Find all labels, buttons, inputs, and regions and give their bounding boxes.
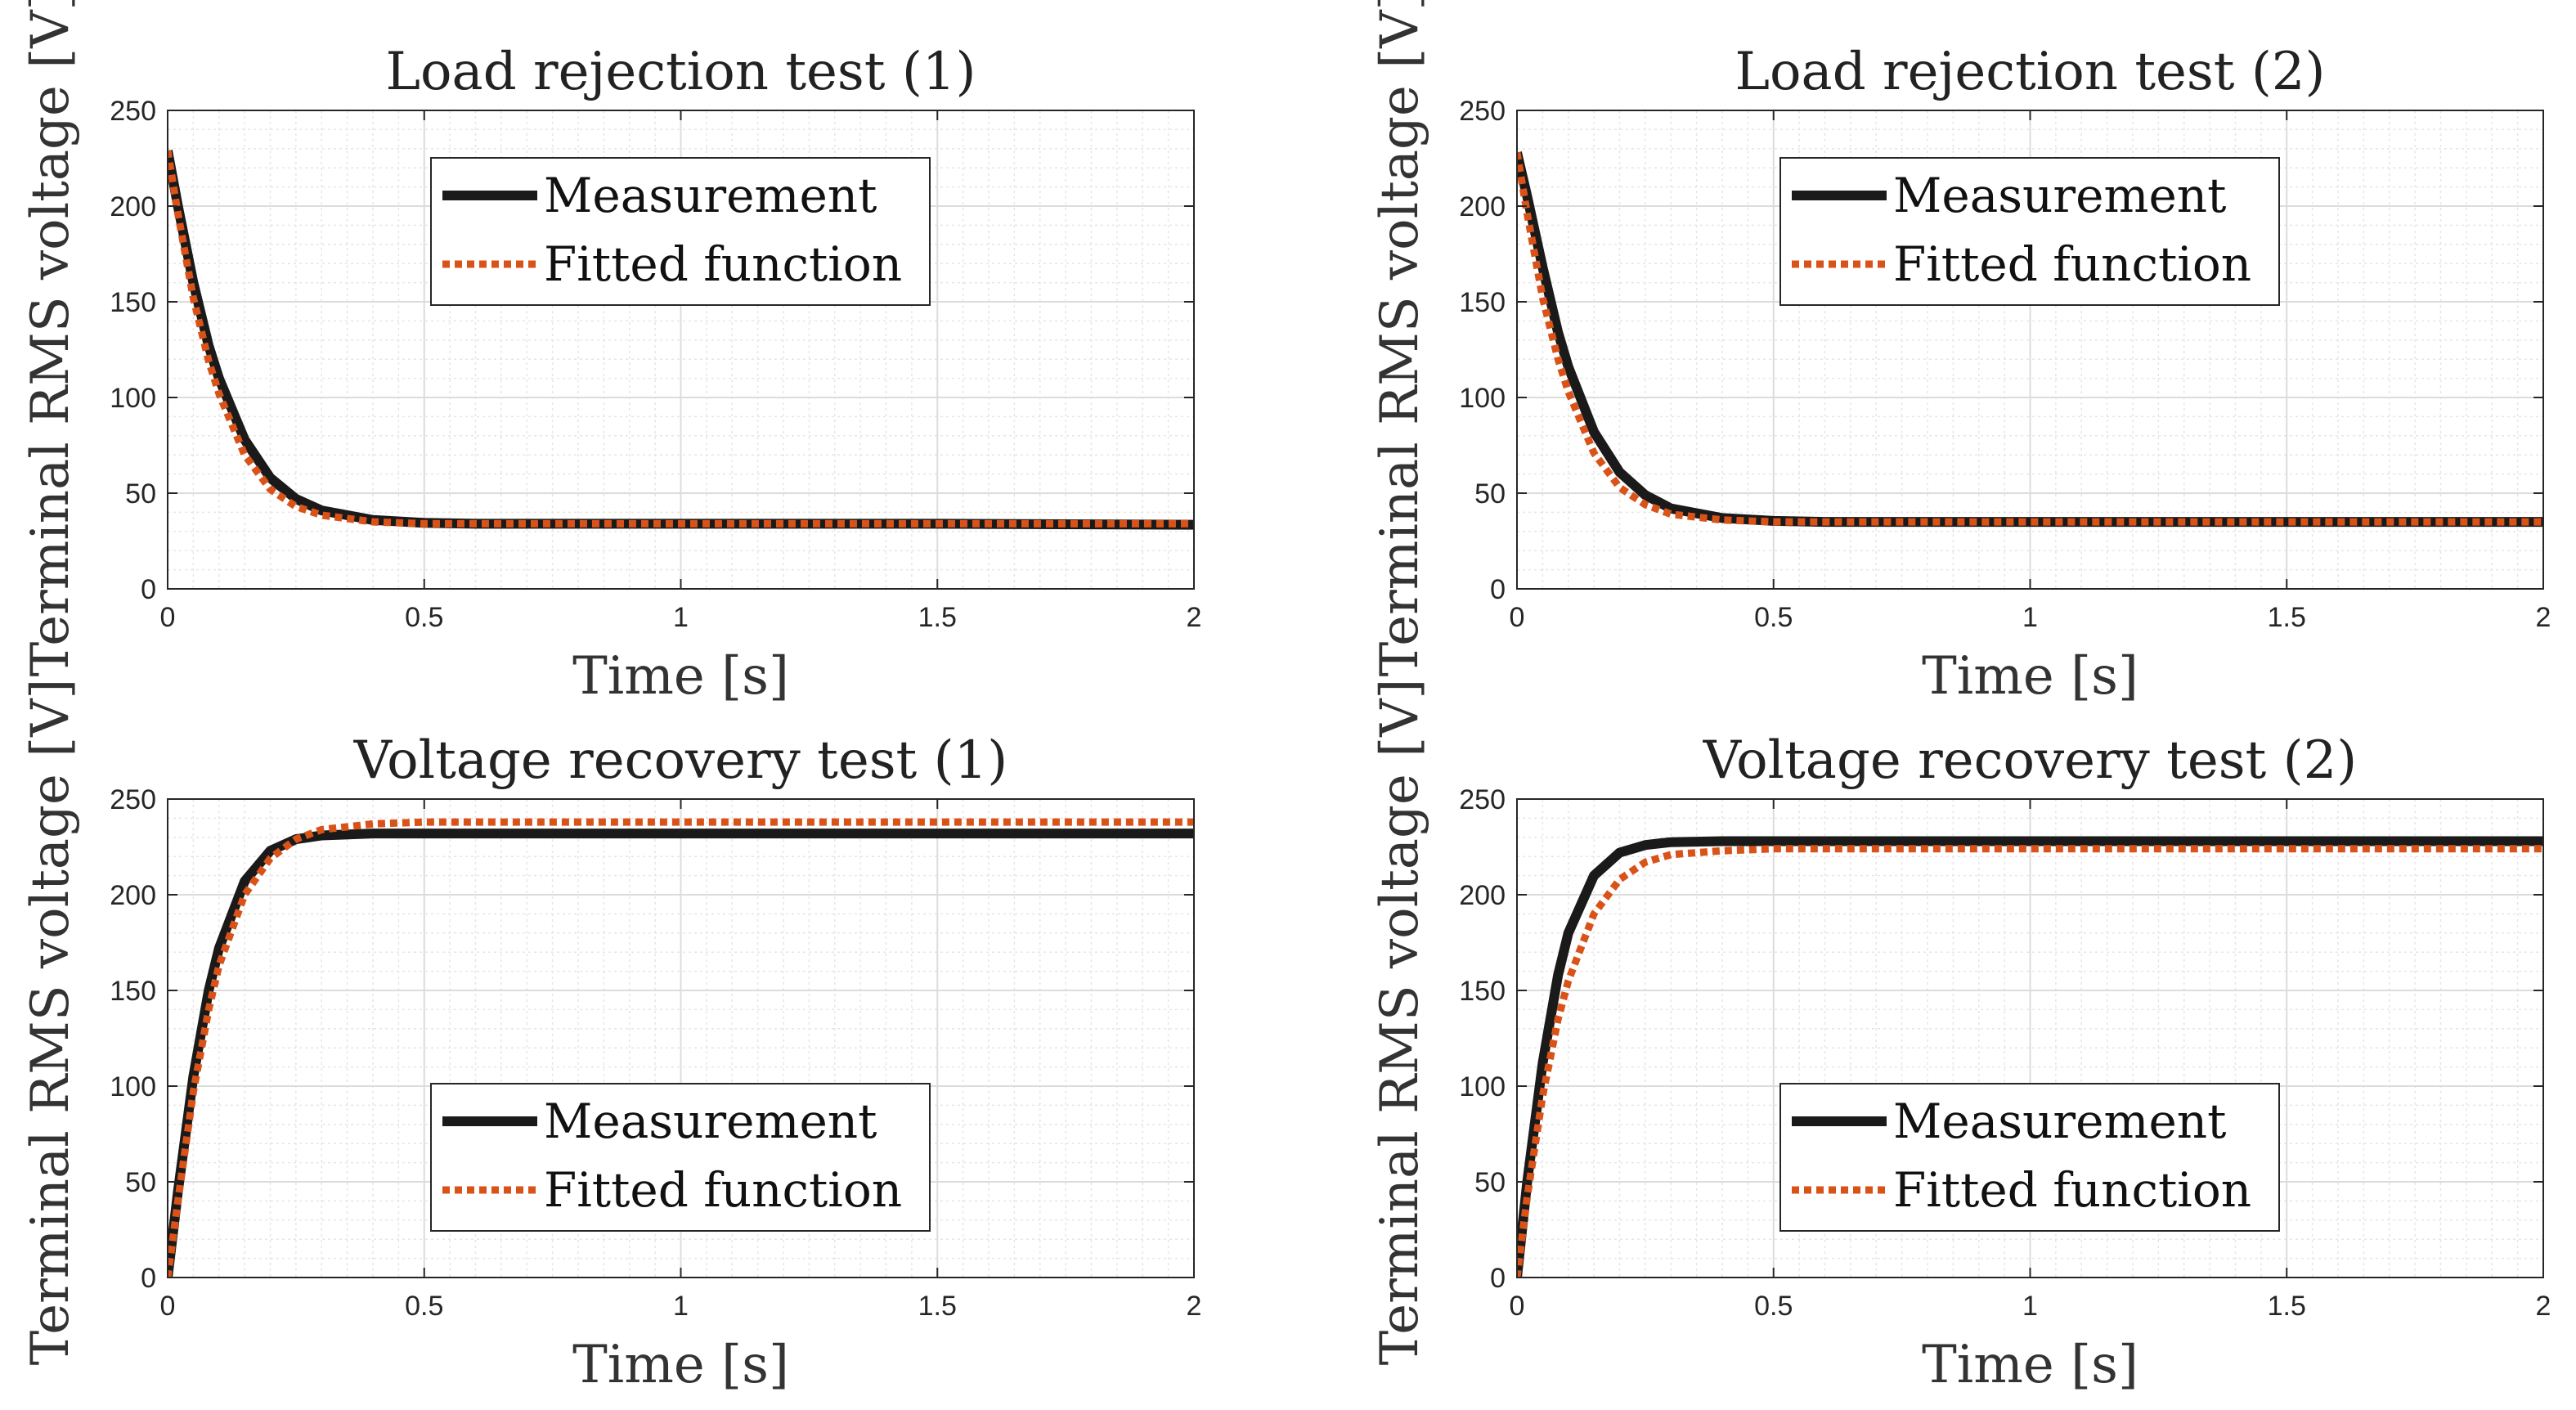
x-tick-label: 1.5 [918,1291,957,1322]
y-tick-label: 150 [1459,976,1506,1007]
y-axis-label: Terminal RMS voltage [V] [20,679,81,1366]
y-tick-label: 50 [125,478,156,510]
y-tick-label: 0 [141,574,156,605]
x-tick-label: 1 [2022,1291,2038,1322]
x-tick-label: 0 [1510,1291,1525,1322]
x-axis-label: Time [s] [1922,646,2138,707]
y-tick-label: 100 [1459,1071,1506,1102]
y-tick-label: 250 [1459,96,1506,127]
legend: Measurement Fitted function [1779,157,2280,306]
legend-label-fitted-function: Fitted function [544,236,902,292]
y-tick-label: 100 [1459,383,1506,414]
y-tick-label: 50 [1474,478,1506,510]
legend-label-fitted-function: Fitted function [1893,1162,2251,1218]
x-tick-label: 2 [2536,1291,2551,1322]
legend-label-measurement: Measurement [544,1093,877,1149]
legend: Measurement Fitted function [430,1083,931,1232]
series-line-measurement [1517,836,2543,1278]
legend: Measurement Fitted function [430,157,931,306]
x-tick-label: 0 [1510,602,1525,633]
minor-grid [168,110,1194,589]
legend-label-fitted-function: Fitted function [1893,236,2251,292]
x-axis-label: Time [s] [572,1335,789,1395]
y-tick-label: 0 [1490,1263,1506,1294]
series-line-measurement [1517,151,2543,528]
x-tick-label: 1.5 [2268,1291,2306,1322]
x-tick-label: 2 [1187,1291,1202,1322]
x-tick-label: 0.5 [1754,602,1793,633]
y-tick-label: 150 [1459,287,1506,318]
x-tick-label: 0 [160,1291,176,1322]
series-line-fitted-function [168,150,1194,528]
series-line-fitted-function [1517,845,2543,1278]
legend: Measurement Fitted function [1779,1083,2280,1232]
x-tick-label: 2 [1187,602,1202,633]
chart-panel-3: 0 0.5 1 1.5 2 0 50 100 150 200 250 Voltage recovery… [20,679,1201,1395]
x-tick-label: 0.5 [405,1291,443,1322]
chart-title: Voltage recovery test (2) [1703,730,2358,791]
y-tick-label: 250 [1459,784,1506,815]
chart-title: Load rejection test (1) [386,42,976,102]
chart-title: Load rejection test (2) [1735,42,2326,102]
y-axis-label: Terminal RMS voltage [V] [20,0,81,676]
x-axis-label: Time [s] [1922,1335,2138,1395]
y-tick-label: 150 [110,976,156,1007]
y-tick-label: 50 [1474,1167,1506,1198]
y-tick-label: 50 [125,1167,156,1198]
x-tick-label: 0.5 [405,602,443,633]
y-tick-label: 0 [141,1263,156,1294]
legend-box [1779,157,2280,306]
x-tick-label: 1 [673,1291,689,1322]
legend-label-measurement: Measurement [1893,1093,2226,1149]
y-axis-label: Terminal RMS voltage [V] [1370,679,1430,1366]
x-tick-label: 2 [2536,602,2551,633]
legend-box [1779,1083,2280,1232]
x-tick-label: 1 [2022,602,2038,633]
x-tick-label: 0.5 [1754,1291,1793,1322]
y-tick-label: 0 [1490,574,1506,605]
x-axis-label: Time [s] [572,646,789,707]
chart-title: Voltage recovery test (1) [353,730,1008,791]
y-tick-label: 200 [1459,880,1506,911]
x-tick-label: 0 [160,602,176,633]
legend-box [430,1083,931,1232]
legend-label-fitted-function: Fitted function [544,1162,902,1218]
x-tick-label: 1.5 [918,602,957,633]
y-tick-label: 250 [110,96,156,127]
y-tick-label: 200 [1459,191,1506,222]
x-tick-label: 1.5 [2268,602,2306,633]
series-line-fitted-function [168,818,1194,1278]
legend-box [430,157,931,306]
chart-panel-1: 0 0.5 1 1.5 2 0 50 100 150 200 250 Load rejection t… [20,0,1201,707]
minor-grid [1517,110,2543,589]
legend-label-measurement: Measurement [544,168,877,223]
series-line-fitted-function [1517,151,2543,526]
y-tick-label: 200 [110,191,156,222]
y-tick-label: 100 [110,1071,156,1102]
legend-label-measurement: Measurement [1893,168,2226,223]
y-tick-label: 200 [110,880,156,911]
y-tick-label: 150 [110,287,156,318]
minor-grid [1517,799,2543,1278]
y-tick-label: 100 [110,383,156,414]
y-tick-label: 250 [110,784,156,815]
y-axis-label: Terminal RMS voltage [V] [1370,0,1430,676]
chart-panel-4: 0 0.5 1 1.5 2 0 50 100 150 200 250 Voltage recovery… [1370,679,2551,1395]
chart-panel-2: 0 0.5 1 1.5 2 0 50 100 150 200 250 Load rejection t… [1370,0,2551,707]
x-tick-label: 1 [673,602,689,633]
